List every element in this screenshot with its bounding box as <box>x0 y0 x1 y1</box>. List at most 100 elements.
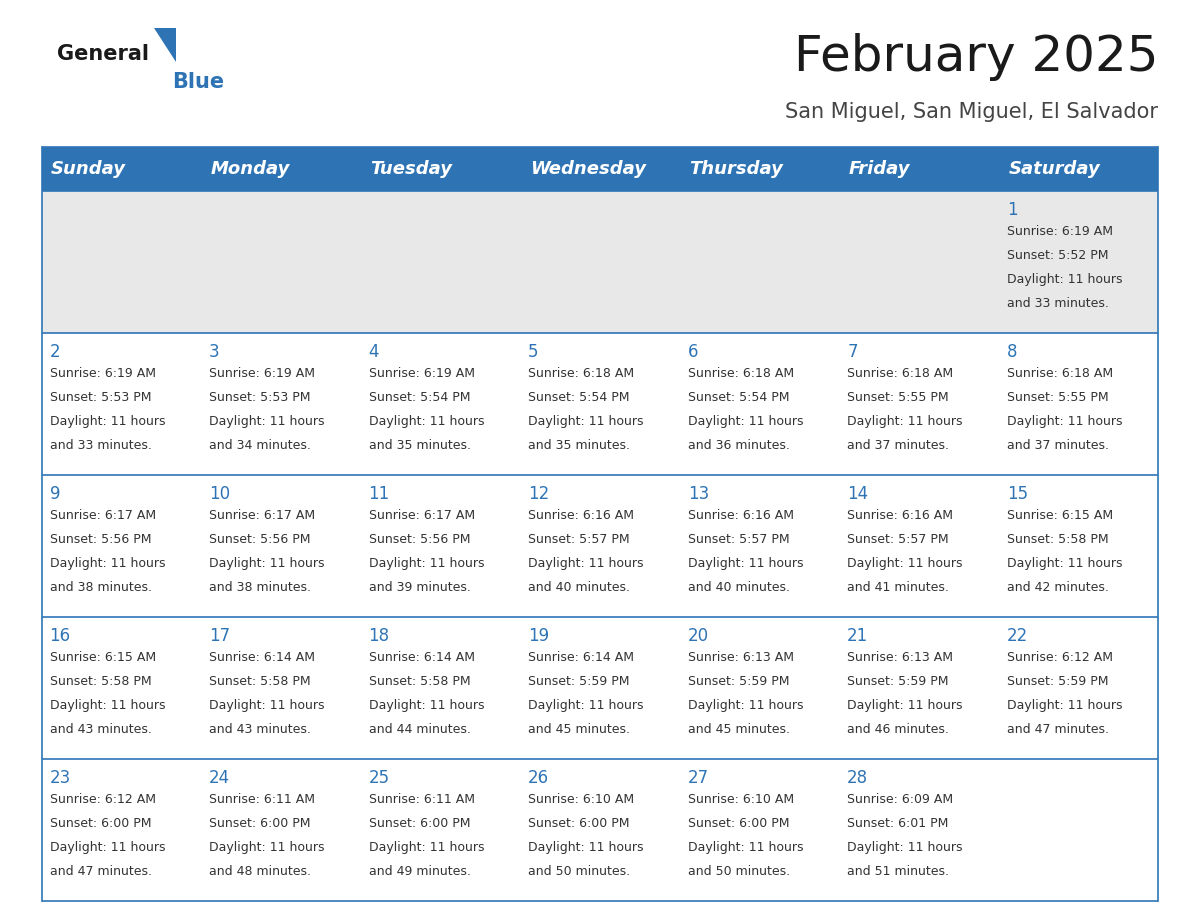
Text: 22: 22 <box>1006 627 1028 645</box>
Bar <box>42 147 201 191</box>
Bar <box>42 617 1158 759</box>
Text: 14: 14 <box>847 485 868 503</box>
Text: Daylight: 11 hours: Daylight: 11 hours <box>50 557 165 570</box>
Text: Friday: Friday <box>848 160 910 178</box>
Text: Blue: Blue <box>172 72 225 92</box>
Text: Sunset: 6:00 PM: Sunset: 6:00 PM <box>209 817 310 831</box>
Text: Sunrise: 6:12 AM: Sunrise: 6:12 AM <box>50 793 156 807</box>
Text: Daylight: 11 hours: Daylight: 11 hours <box>1006 700 1123 712</box>
Text: Sunrise: 6:13 AM: Sunrise: 6:13 AM <box>688 652 794 665</box>
Text: Daylight: 11 hours: Daylight: 11 hours <box>50 700 165 712</box>
Text: Sunset: 5:55 PM: Sunset: 5:55 PM <box>847 391 949 404</box>
Text: Daylight: 11 hours: Daylight: 11 hours <box>1006 273 1123 285</box>
Text: and 39 minutes.: and 39 minutes. <box>368 581 470 594</box>
Text: Daylight: 11 hours: Daylight: 11 hours <box>50 841 165 855</box>
Text: 17: 17 <box>209 627 230 645</box>
Text: Sunset: 5:59 PM: Sunset: 5:59 PM <box>529 676 630 688</box>
Text: Saturday: Saturday <box>1009 160 1100 178</box>
Text: Sunset: 5:54 PM: Sunset: 5:54 PM <box>368 391 470 404</box>
Text: Sunset: 5:57 PM: Sunset: 5:57 PM <box>688 533 789 546</box>
Text: Daylight: 11 hours: Daylight: 11 hours <box>368 557 485 570</box>
Text: Daylight: 11 hours: Daylight: 11 hours <box>209 557 324 570</box>
Text: Tuesday: Tuesday <box>371 160 453 178</box>
Text: Thursday: Thursday <box>689 160 783 178</box>
Text: 11: 11 <box>368 485 390 503</box>
Text: Sunset: 6:00 PM: Sunset: 6:00 PM <box>688 817 789 831</box>
Text: Sunrise: 6:09 AM: Sunrise: 6:09 AM <box>847 793 953 807</box>
Text: Monday: Monday <box>210 160 290 178</box>
Text: Sunrise: 6:16 AM: Sunrise: 6:16 AM <box>529 509 634 522</box>
Text: Sunrise: 6:17 AM: Sunrise: 6:17 AM <box>368 509 475 522</box>
Text: 18: 18 <box>368 627 390 645</box>
Text: 6: 6 <box>688 343 699 361</box>
Text: Sunset: 5:56 PM: Sunset: 5:56 PM <box>209 533 310 546</box>
Text: Sunrise: 6:12 AM: Sunrise: 6:12 AM <box>1006 652 1113 665</box>
Polygon shape <box>154 28 176 62</box>
Text: and 47 minutes.: and 47 minutes. <box>1006 723 1108 736</box>
Text: and 47 minutes.: and 47 minutes. <box>50 865 152 879</box>
Text: February 2025: February 2025 <box>794 33 1158 81</box>
Text: Daylight: 11 hours: Daylight: 11 hours <box>50 415 165 428</box>
Bar <box>361 147 520 191</box>
Text: and 33 minutes.: and 33 minutes. <box>1006 297 1108 309</box>
Text: and 46 minutes.: and 46 minutes. <box>847 723 949 736</box>
Text: and 35 minutes.: and 35 minutes. <box>368 439 470 452</box>
Text: Sunday: Sunday <box>51 160 126 178</box>
Text: 8: 8 <box>1006 343 1017 361</box>
Text: Daylight: 11 hours: Daylight: 11 hours <box>529 557 644 570</box>
Text: 4: 4 <box>368 343 379 361</box>
Text: Sunset: 6:00 PM: Sunset: 6:00 PM <box>368 817 470 831</box>
Text: Sunrise: 6:17 AM: Sunrise: 6:17 AM <box>209 509 315 522</box>
Text: General: General <box>57 44 148 64</box>
Text: Sunset: 6:00 PM: Sunset: 6:00 PM <box>529 817 630 831</box>
Text: and 48 minutes.: and 48 minutes. <box>209 865 311 879</box>
Text: Sunset: 5:59 PM: Sunset: 5:59 PM <box>847 676 949 688</box>
Text: and 38 minutes.: and 38 minutes. <box>50 581 152 594</box>
Text: and 43 minutes.: and 43 minutes. <box>50 723 151 736</box>
Text: Daylight: 11 hours: Daylight: 11 hours <box>688 841 803 855</box>
Text: and 42 minutes.: and 42 minutes. <box>1006 581 1108 594</box>
Text: Daylight: 11 hours: Daylight: 11 hours <box>368 700 485 712</box>
Text: Sunset: 5:56 PM: Sunset: 5:56 PM <box>50 533 151 546</box>
Text: Sunset: 5:59 PM: Sunset: 5:59 PM <box>1006 676 1108 688</box>
Text: Sunrise: 6:10 AM: Sunrise: 6:10 AM <box>529 793 634 807</box>
Text: and 44 minutes.: and 44 minutes. <box>368 723 470 736</box>
Text: Sunrise: 6:18 AM: Sunrise: 6:18 AM <box>529 367 634 380</box>
Text: Sunrise: 6:10 AM: Sunrise: 6:10 AM <box>688 793 794 807</box>
Bar <box>680 147 839 191</box>
Text: and 38 minutes.: and 38 minutes. <box>209 581 311 594</box>
Text: Sunset: 5:53 PM: Sunset: 5:53 PM <box>209 391 310 404</box>
Text: Sunrise: 6:13 AM: Sunrise: 6:13 AM <box>847 652 953 665</box>
Text: Sunset: 5:53 PM: Sunset: 5:53 PM <box>50 391 151 404</box>
Text: Sunset: 5:52 PM: Sunset: 5:52 PM <box>1006 249 1108 262</box>
Text: Daylight: 11 hours: Daylight: 11 hours <box>688 415 803 428</box>
Text: Sunrise: 6:18 AM: Sunrise: 6:18 AM <box>688 367 794 380</box>
Text: 12: 12 <box>529 485 549 503</box>
Text: and 33 minutes.: and 33 minutes. <box>50 439 151 452</box>
Text: 19: 19 <box>529 627 549 645</box>
Text: Sunrise: 6:11 AM: Sunrise: 6:11 AM <box>368 793 475 807</box>
Text: and 37 minutes.: and 37 minutes. <box>1006 439 1108 452</box>
Text: 24: 24 <box>209 769 230 788</box>
Text: Sunset: 5:58 PM: Sunset: 5:58 PM <box>50 676 151 688</box>
Text: and 51 minutes.: and 51 minutes. <box>847 865 949 879</box>
Text: and 34 minutes.: and 34 minutes. <box>209 439 311 452</box>
Bar <box>42 191 1158 333</box>
Text: 21: 21 <box>847 627 868 645</box>
Text: Daylight: 11 hours: Daylight: 11 hours <box>1006 415 1123 428</box>
Text: Daylight: 11 hours: Daylight: 11 hours <box>368 841 485 855</box>
Text: Sunrise: 6:16 AM: Sunrise: 6:16 AM <box>688 509 794 522</box>
Bar <box>42 759 1158 901</box>
Text: 28: 28 <box>847 769 868 788</box>
Text: San Miguel, San Miguel, El Salvador: San Miguel, San Miguel, El Salvador <box>785 102 1158 122</box>
Text: Daylight: 11 hours: Daylight: 11 hours <box>529 415 644 428</box>
Text: and 41 minutes.: and 41 minutes. <box>847 581 949 594</box>
Text: Sunset: 5:54 PM: Sunset: 5:54 PM <box>529 391 630 404</box>
Text: Wednesday: Wednesday <box>530 160 646 178</box>
Text: and 40 minutes.: and 40 minutes. <box>688 581 790 594</box>
Text: and 43 minutes.: and 43 minutes. <box>209 723 311 736</box>
Text: 15: 15 <box>1006 485 1028 503</box>
Text: 16: 16 <box>50 627 70 645</box>
Bar <box>520 147 680 191</box>
Text: Daylight: 11 hours: Daylight: 11 hours <box>1006 557 1123 570</box>
